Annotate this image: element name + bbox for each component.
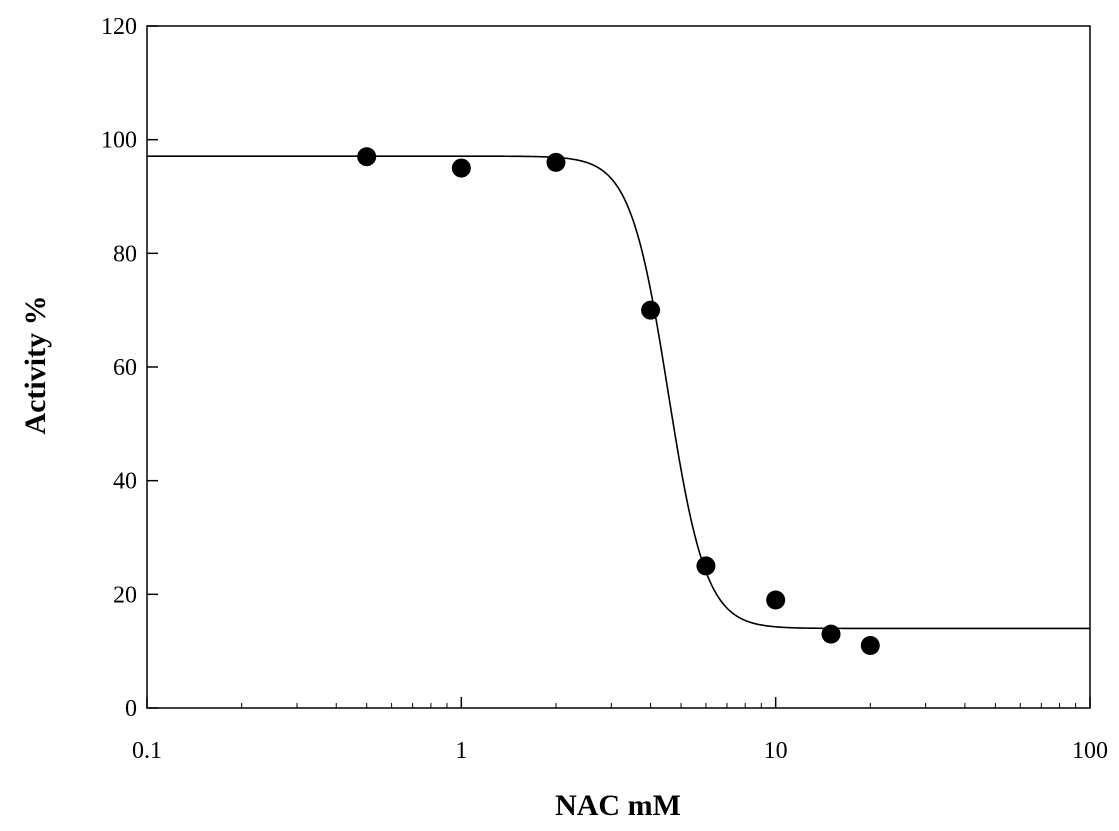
data-point (696, 556, 716, 576)
y-axis-title: Activity % (19, 295, 52, 434)
y-tick-label: 120 (101, 14, 137, 40)
y-tick-label: 60 (113, 355, 137, 381)
x-axis-title: NAC mM (555, 789, 681, 822)
y-tick-label: 40 (113, 469, 137, 495)
x-tick-label: 10 (764, 738, 788, 764)
data-point (860, 635, 880, 655)
y-tick-label: 20 (113, 582, 137, 608)
x-tick-label: 100 (1072, 738, 1108, 764)
y-axis: 0 20 40 60 80 100 120 (101, 14, 158, 722)
x-tick-label: 1 (455, 738, 467, 764)
plot-frame (146, 25, 1091, 709)
data-point (641, 300, 661, 320)
x-axis: 0.1 1 10 100 (132, 697, 1108, 764)
y-tick-label: 100 (101, 128, 137, 154)
data-points (357, 147, 880, 655)
y-tick-label: 0 (125, 696, 137, 722)
data-point (821, 624, 841, 644)
data-point (451, 158, 471, 178)
fitted-curve (147, 155, 1090, 630)
x-tick-label: 0.1 (132, 738, 162, 764)
y-tick-label: 80 (113, 241, 137, 267)
data-point (766, 590, 786, 610)
data-point (357, 147, 377, 167)
data-point (546, 152, 566, 172)
